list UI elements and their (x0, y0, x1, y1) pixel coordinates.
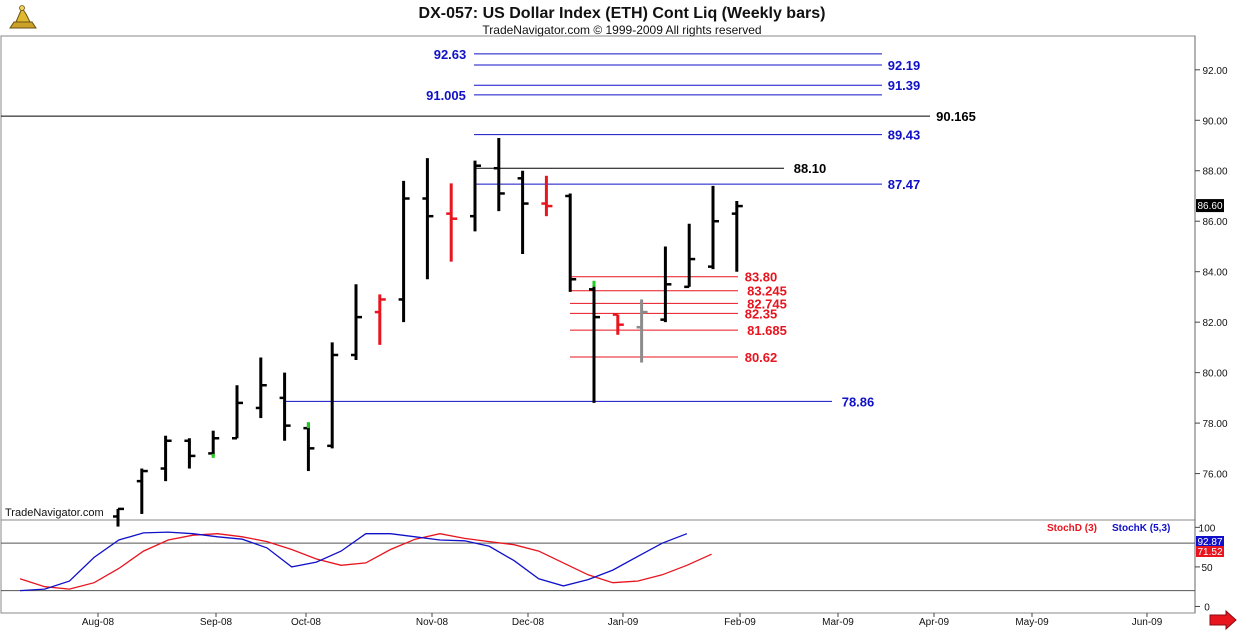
stoch-readout-box (1196, 546, 1224, 557)
stoch-readout: 92.87 (1197, 537, 1222, 548)
ohlc-bar (731, 201, 743, 272)
ohlc-bar (398, 180, 410, 323)
level-label: 89.43 (888, 128, 921, 143)
level-label: 92.19 (888, 58, 921, 73)
level-label: 83.80 (745, 270, 778, 285)
ohlc-bar (612, 313, 624, 335)
ohlc-bar (493, 137, 505, 212)
last-price-box: 86.60 (1196, 199, 1224, 213)
ohlc-bar (160, 435, 172, 482)
price-tick-label: 80.00 (1202, 369, 1227, 380)
ohlc-bar (232, 385, 243, 440)
month-tick-label: Apr-09 (919, 617, 949, 628)
month-tick-label: Dec-08 (512, 617, 545, 628)
ohlc-bar (446, 183, 458, 262)
ohlc-bar (565, 193, 577, 292)
ohlc-bar (184, 438, 196, 469)
price-tick-label: 78.00 (1202, 419, 1227, 430)
price-tick-label: 84.00 (1202, 268, 1227, 279)
level-label: 80.62 (745, 350, 778, 365)
stochd-legend: StochD (3) (1047, 523, 1097, 534)
ohlc-bar (303, 423, 315, 472)
stoch-tick-label: 100 (1199, 523, 1216, 534)
stoch-tick-label: 50 (1201, 563, 1213, 574)
ohlc-bar (684, 223, 696, 289)
level-label: 87.47 (888, 177, 921, 192)
ohlc-bar (589, 281, 600, 403)
month-tick-label: Aug-08 (82, 617, 115, 628)
level-label: 83.245 (747, 284, 787, 299)
ohlc-bar (208, 430, 220, 456)
x-axis: Aug-08 Sep-08 Oct-08 Nov-08 Dec-08 Jan-09 Feb-… (1, 612, 1195, 628)
price-bars (113, 137, 743, 527)
level-label: 81.685 (747, 323, 787, 338)
level-label: 78.86 (842, 394, 875, 409)
price-tick-label: 90.00 (1202, 116, 1227, 127)
chart-title: DX-057: US Dollar Index (ETH) Cont Liq (… (419, 5, 826, 22)
stochk-legend: StochK (5,3) (1112, 523, 1170, 534)
price-y-axis: 76.00 78.00 80.00 82.00 84.00 86.00 88.00 90.00… (1195, 66, 1228, 481)
stoch-tick-label: 0 (1204, 602, 1210, 613)
level-label: 92.63 (434, 47, 467, 62)
tradenavigator-logo-icon (9, 5, 37, 29)
ohlc-bar (517, 170, 529, 255)
scroll-right-arrow-icon[interactable] (1209, 609, 1237, 631)
ohlc-bar (327, 342, 339, 449)
ohlc-bar (255, 357, 267, 419)
month-tick-label: Jun-09 (1132, 617, 1163, 628)
level-label: 88.10 (794, 161, 827, 176)
ohlc-bar (422, 158, 434, 280)
stochk-line (19, 531, 688, 592)
month-tick-label: Nov-08 (416, 617, 449, 628)
stochd-line (19, 533, 712, 590)
watermark-text: TradeNavigator.com (5, 507, 104, 519)
level-label: 91.39 (888, 78, 921, 93)
ohlc-bar (279, 372, 291, 441)
ohlc-bar (470, 160, 481, 232)
month-tick-label: Jan-09 (608, 617, 639, 628)
copyright-text: TradeNavigator.com © 1999-2009 All right… (482, 23, 761, 37)
month-tick-label: Mar-09 (822, 617, 854, 628)
last-price-label: 86.60 (1197, 201, 1222, 212)
level-label: 82.745 (747, 296, 787, 311)
month-tick-label: Feb-09 (724, 617, 756, 628)
ohlc-bar (351, 284, 362, 361)
level-label: 82.35 (745, 306, 778, 321)
price-tick-label: 88.00 (1202, 167, 1227, 178)
level-label: 90.165 (936, 109, 976, 124)
price-levels: 92.63 92.19 91.39 91.005 90.165 89.43 88.10 87.… (1, 47, 976, 409)
ohlc-bar (136, 468, 148, 514)
month-tick-label: Sep-08 (200, 617, 233, 628)
price-panel (0, 35, 1196, 521)
ohlc-bar (708, 185, 719, 270)
price-tick-label: 82.00 (1202, 318, 1227, 329)
price-tick-label: 76.00 (1202, 470, 1227, 481)
stoch-readout-box (1196, 536, 1224, 547)
level-label: 91.005 (426, 88, 466, 103)
ohlc-bar (660, 246, 672, 323)
month-tick-label: Oct-08 (291, 617, 321, 628)
ohlc-bar (113, 507, 124, 527)
price-tick-label: 92.00 (1202, 66, 1227, 77)
ohlc-bar (374, 294, 386, 345)
ohlc-bar (541, 175, 553, 217)
month-tick-label: May-09 (1015, 617, 1049, 628)
ohlc-bar (636, 299, 648, 363)
price-tick-label: 86.00 (1202, 217, 1227, 228)
stoch-panel (0, 519, 1196, 614)
stoch-readout: 71.52 (1197, 547, 1222, 558)
